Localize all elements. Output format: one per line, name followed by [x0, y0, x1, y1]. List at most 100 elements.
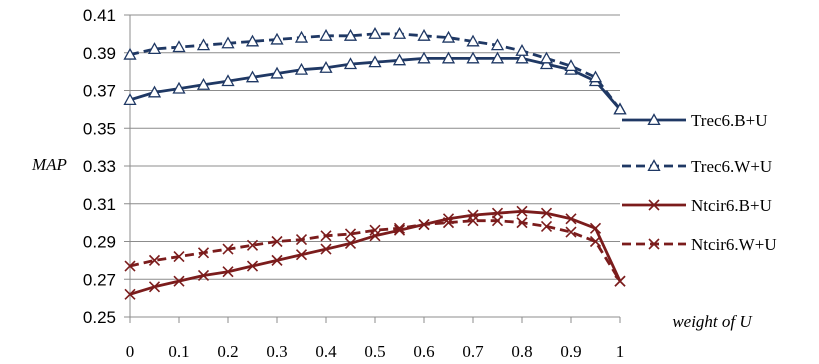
data-point — [613, 102, 627, 115]
data-point — [124, 288, 136, 300]
data-point — [270, 32, 284, 45]
data-point — [418, 218, 430, 231]
data-point — [148, 254, 161, 266]
y-tick-label: 0.31 — [83, 195, 116, 214]
y-tick-label: 0.25 — [83, 308, 116, 327]
y-tick-label: 0.29 — [83, 233, 116, 252]
marker-stroke — [344, 228, 357, 240]
data-point — [319, 28, 333, 41]
data-point — [441, 51, 456, 64]
data-point — [466, 51, 480, 64]
data-point — [222, 266, 234, 278]
marker-stroke — [173, 251, 185, 263]
marker-stroke — [418, 218, 430, 231]
series-trec6-b-u — [123, 51, 627, 115]
marker-stroke — [540, 220, 553, 232]
x-tick-label: 0.8 — [511, 342, 532, 361]
marker-stroke — [516, 217, 528, 229]
data-point — [245, 70, 260, 83]
marker-stroke — [148, 281, 161, 293]
marker-stroke — [393, 222, 406, 234]
data-point — [246, 260, 259, 272]
x-axis-title: weight of U — [672, 312, 753, 331]
marker-stroke — [648, 238, 660, 250]
data-point — [539, 51, 554, 64]
y-tick-labels: 0.25 0.27 0.29 0.31 0.33 0.35 0.37 0.39 0.41 — [83, 6, 116, 327]
data-point — [173, 275, 185, 287]
marker-stroke — [614, 275, 626, 287]
data-point — [393, 224, 406, 236]
data-point — [295, 234, 308, 246]
series-group — [123, 27, 627, 300]
marker-stroke — [295, 249, 308, 261]
y-tick-label: 0.41 — [83, 6, 116, 25]
data-point — [147, 42, 162, 55]
data-point — [148, 281, 161, 293]
data-point — [172, 81, 186, 94]
marker-stroke — [442, 217, 455, 229]
marker-stroke — [271, 235, 283, 248]
legend-marker — [648, 199, 660, 211]
data-point — [442, 217, 455, 229]
data-point — [539, 57, 554, 70]
marker-stroke — [516, 205, 528, 217]
marker-stroke — [540, 207, 553, 219]
legend-item: Trec6.W+U — [622, 157, 772, 176]
data-point — [516, 205, 528, 217]
data-point — [246, 239, 259, 251]
marker-stroke — [648, 199, 660, 211]
data-point — [295, 249, 308, 261]
data-point — [197, 269, 210, 282]
series-trec6-w-u — [123, 27, 627, 115]
data-point — [490, 38, 505, 51]
marker-stroke — [271, 254, 283, 266]
y-tick-label: 0.37 — [83, 82, 116, 101]
legend-item: Trec6.B+U — [622, 111, 768, 130]
data-point — [589, 235, 602, 248]
legend-marker — [648, 238, 660, 250]
marker-stroke — [246, 239, 259, 251]
data-point — [320, 230, 332, 242]
y-tick-label: 0.35 — [83, 119, 116, 138]
data-point — [196, 38, 211, 51]
data-point — [343, 28, 358, 41]
x-tick-label: 0 — [126, 342, 135, 361]
x-tick-label: 0.4 — [315, 342, 337, 361]
x-tick-labels: 0 0.1 0.2 0.3 0.4 0.5 0.6 0.7 0.8 0.9 1 — [126, 342, 625, 361]
data-point — [467, 215, 479, 227]
data-point — [294, 62, 309, 75]
legend-label: Ntcir6.W+U — [691, 235, 777, 254]
marker-stroke — [442, 213, 455, 225]
x-tick-label: 0.7 — [462, 342, 484, 361]
data-point — [515, 51, 529, 64]
data-point — [564, 59, 578, 72]
data-point — [196, 77, 211, 90]
data-point — [589, 222, 602, 234]
legend-marker — [647, 159, 661, 172]
data-point — [344, 228, 357, 240]
marker-stroke — [393, 224, 406, 236]
marker-stroke — [344, 237, 357, 249]
data-point — [393, 222, 406, 234]
data-point — [271, 254, 283, 266]
data-point — [270, 66, 284, 79]
data-point — [466, 34, 480, 47]
legend-item: Ntcir6.B+U — [622, 196, 772, 215]
marker-stroke — [222, 266, 234, 278]
marker-stroke — [565, 226, 577, 238]
data-point — [392, 27, 407, 39]
data-point — [123, 93, 137, 105]
data-point — [221, 36, 235, 49]
series-ntcir6-w-u — [124, 215, 626, 287]
legend-item: Ntcir6.W+U — [622, 235, 777, 254]
data-point — [271, 235, 283, 248]
marker-stroke — [148, 254, 161, 266]
x-tick-label: 0.1 — [168, 342, 189, 361]
marker-stroke — [173, 275, 185, 287]
legend-marker — [647, 113, 661, 126]
data-point — [565, 226, 577, 238]
marker-stroke — [197, 269, 210, 282]
data-point — [245, 34, 260, 47]
marker-stroke — [124, 288, 136, 300]
